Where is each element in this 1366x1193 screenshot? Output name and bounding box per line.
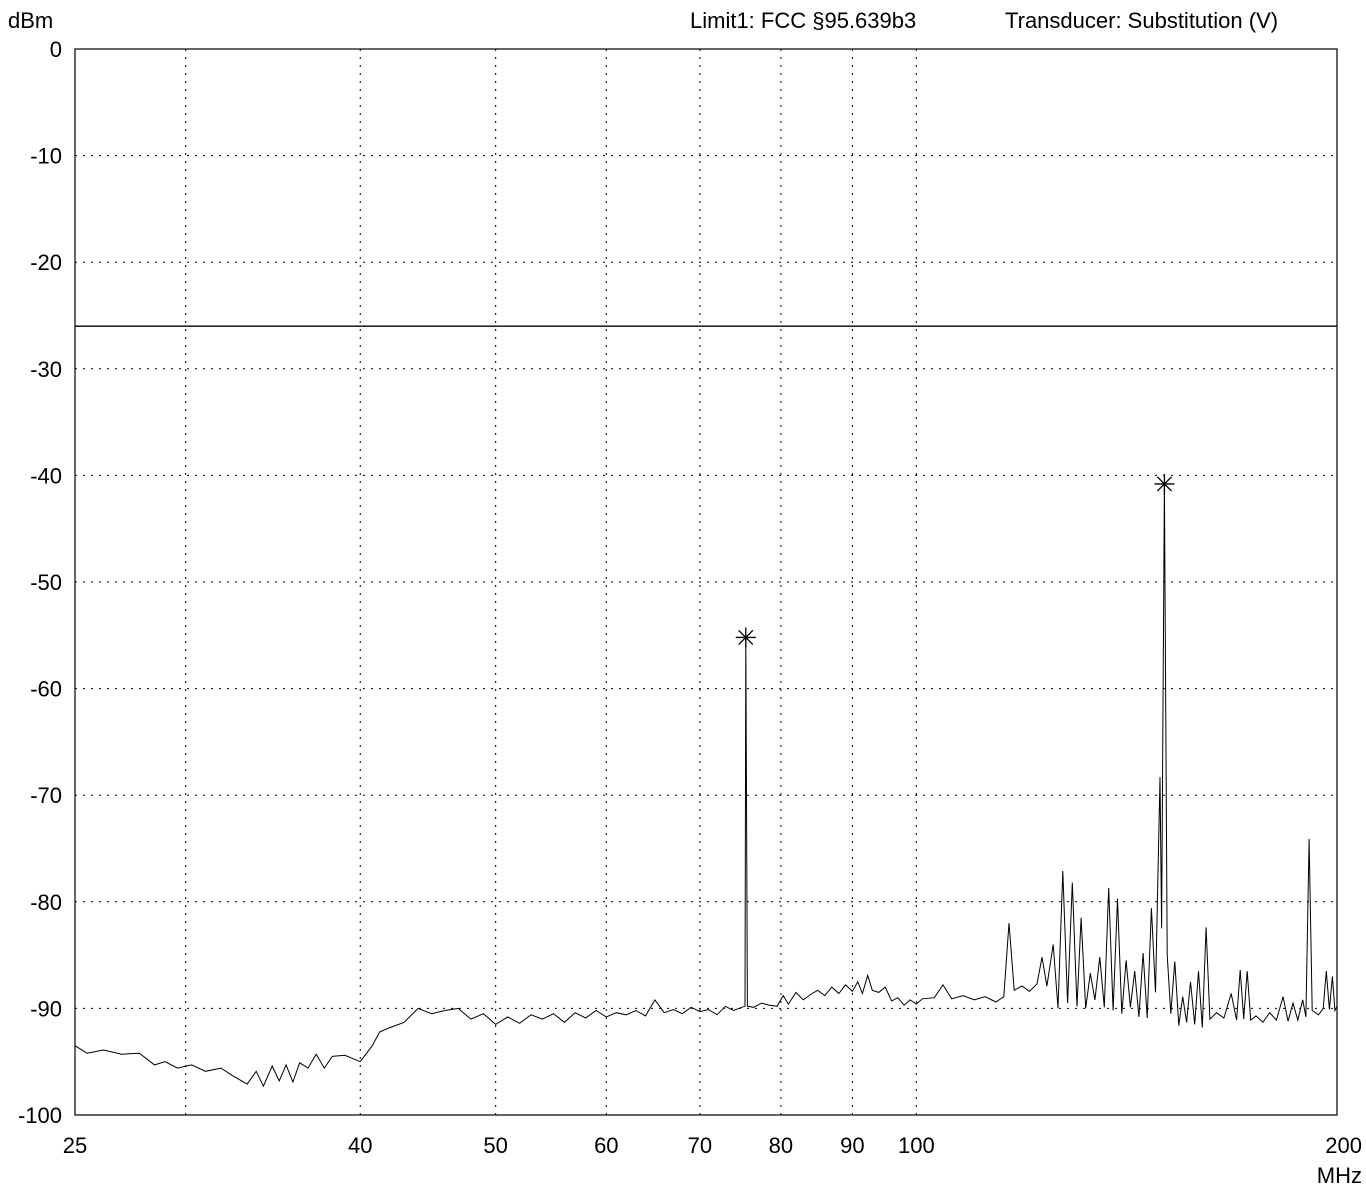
y-tick-label: -90 (30, 996, 62, 1021)
spectrum-trace (74, 483, 1338, 1088)
x-tick-label: 100 (898, 1133, 935, 1158)
x-tick-label: 200 (1325, 1133, 1362, 1158)
x-tick-label: 80 (769, 1133, 793, 1158)
x-tick-label: 40 (348, 1133, 372, 1158)
x-tick-label: 90 (840, 1133, 864, 1158)
y-tick-label: -20 (30, 250, 62, 275)
vertical-gridlines (185, 49, 917, 1115)
horizontal-gridlines (75, 155, 1337, 1009)
y-tick-label: -70 (30, 783, 62, 808)
x-tick-label: 25 (63, 1133, 87, 1158)
y-tick-label: -80 (30, 890, 62, 915)
x-axis-unit-label: MHz (1316, 1163, 1362, 1188)
y-tick-label: 0 (50, 37, 62, 62)
y-tick-label: -100 (18, 1103, 62, 1128)
peak-markers (735, 473, 1175, 648)
x-axis-tick-labels: 25 40 50 60 70 80 90 100 200 (63, 1133, 1362, 1158)
plot-frame (74, 48, 1338, 1116)
limit-label: Limit1: FCC §95.639b3 (690, 8, 917, 33)
y-tick-label: -50 (30, 570, 62, 595)
y-tick-label: -30 (30, 357, 62, 382)
transducer-label: Transducer: Substitution (V) (1005, 8, 1279, 33)
x-tick-label: 60 (594, 1133, 618, 1158)
peak-marker (1154, 473, 1175, 494)
x-tick-label: 50 (483, 1133, 507, 1158)
y-tick-label: -60 (30, 677, 62, 702)
y-axis-tick-labels: 0 -10 -20 -30 -40 -50 -60 -70 -80 -90 -100 (18, 37, 62, 1128)
y-tick-label: -40 (30, 463, 62, 488)
peak-marker (735, 627, 756, 648)
y-tick-label: -10 (30, 144, 62, 169)
y-axis-unit-label: dBm (8, 8, 54, 33)
x-tick-label: 70 (688, 1133, 712, 1158)
